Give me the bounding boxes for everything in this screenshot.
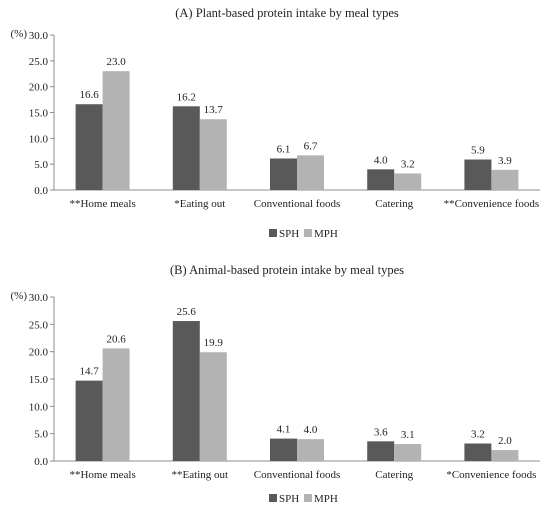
chart-a-legend: SPH MPH [269,228,338,240]
y-tick-label: 25.0 [29,319,49,331]
y-tick-label: 10.0 [29,133,49,145]
y-tick-label: 15.0 [29,374,49,386]
y-tick-label: 15.0 [29,108,49,120]
data-label-mph: 13.7 [204,104,224,116]
chart-a-category-labels: **Home meals *Eating out Conventional food… [69,198,539,210]
data-label-sph: 25.6 [177,306,197,318]
chart-a-y-ticks: 0.0 5.0 10.0 15.0 20.0 25.0 30.0 [29,30,49,197]
data-label-sph: 3.2 [471,429,485,441]
chart-a-legend-swatch-mph [304,229,312,237]
bar-mph [394,444,422,461]
data-label-mph: 20.6 [106,333,126,345]
bar-sph [270,438,297,461]
category-label: *Eating out [174,198,225,210]
chart-a-legend-label-sph: SPH [279,228,299,240]
bar-sph [172,106,200,190]
data-label-sph: 6.1 [277,143,291,155]
bar-mph [102,348,130,461]
category-label: **Home meals [69,198,135,210]
chart-a-unit: (%) [11,28,28,40]
bar-sph [75,104,103,190]
y-tick-label: 30.0 [29,292,49,304]
chart-a: (A) Plant-based protein intake by meal t… [11,6,540,240]
y-tick-label: 20.0 [29,82,49,94]
chart-b-legend-swatch-mph [304,494,312,502]
bar-mph [297,439,324,461]
chart-b-legend-swatch-sph [269,494,277,502]
category-label: Catering [375,469,413,481]
bar-mph [102,71,130,190]
data-label-mph: 3.2 [401,158,415,170]
bar-sph [464,159,492,190]
category-label: Catering [375,198,413,210]
y-tick-label: 20.0 [29,347,49,359]
y-tick-label: 10.0 [29,401,49,413]
category-label: Conventional foods [254,198,340,210]
chart-a-title: (A) Plant-based protein intake by meal t… [175,6,399,20]
y-tick-label: 5.0 [34,429,48,441]
data-label-mph: 2.0 [498,435,512,447]
y-tick-label: 25.0 [29,56,49,68]
bar-sph [367,169,395,190]
chart-b-unit: (%) [11,290,28,302]
y-tick-label: 0.0 [34,185,48,197]
data-label-mph: 23.0 [106,56,126,68]
y-tick-label: 30.0 [29,30,49,42]
y-tick-label: 0.0 [34,456,48,468]
chart-a-data-labels: 16.6 23.0 16.2 13.7 6.1 6.7 4.0 3.2 5.9 3.9 [79,56,512,170]
chart-b-bars [75,321,519,461]
data-label-sph: 16.6 [79,89,99,101]
category-label: Conventional foods [254,469,340,481]
chart-b-title: (B) Animal-based protein intake by meal … [170,263,404,277]
bar-sph [367,441,395,461]
bar-sph [172,321,200,461]
data-label-sph: 5.9 [471,145,485,157]
bar-mph [297,155,324,190]
chart-a-legend-label-mph: MPH [314,228,338,240]
data-label-sph: 4.0 [374,154,388,166]
chart-b-legend: SPH MPH [269,493,338,505]
chart-b-category-labels: **Home meals **Eating out Conventional foo… [69,469,536,481]
y-tick-label: 5.0 [34,159,48,171]
data-label-sph: 14.7 [79,366,99,378]
category-label: **Home meals [69,469,135,481]
data-label-sph: 4.1 [277,424,291,436]
data-label-mph: 4.0 [304,424,318,436]
category-label: **Eating out [172,469,229,481]
chart-a-bars [75,71,519,190]
category-label: **Convenience foods [444,198,540,210]
bar-mph [491,169,519,190]
data-label-mph: 6.7 [304,140,318,152]
data-label-mph: 3.1 [401,429,415,441]
bar-mph [199,352,227,461]
chart-a-legend-swatch-sph [269,229,277,237]
chart-b-data-labels: 14.7 20.6 25.6 19.9 4.1 4.0 3.6 3.1 3.2 2.0 [79,306,512,447]
chart-b-legend-label-sph: SPH [279,493,299,505]
data-label-sph: 3.6 [374,426,388,438]
bar-sph [75,380,103,461]
data-label-sph: 16.2 [177,91,196,103]
bar-mph [491,450,519,461]
bar-mph [394,173,422,190]
chart-b-legend-label-mph: MPH [314,493,338,505]
chart-b: (B) Animal-based protein intake by meal … [11,263,540,505]
bar-sph [464,443,492,461]
chart-b-y-ticks: 0.0 5.0 10.0 15.0 20.0 25.0 30.0 [29,292,49,468]
bar-sph [270,158,297,190]
category-label: *Convenience foods [446,469,536,481]
data-label-mph: 19.9 [204,337,224,349]
data-label-mph: 3.9 [498,155,512,167]
bar-mph [199,119,227,190]
